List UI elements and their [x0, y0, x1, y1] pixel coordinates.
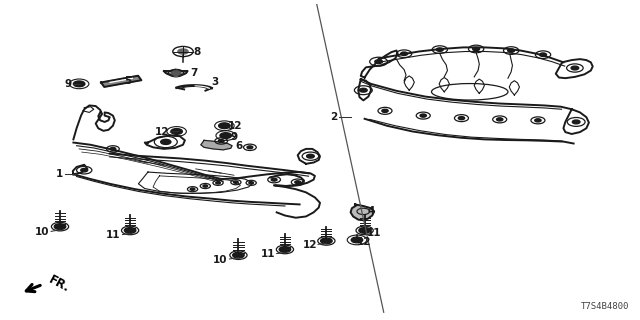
Circle shape [171, 129, 182, 134]
Circle shape [420, 114, 426, 117]
Circle shape [247, 146, 253, 149]
Circle shape [375, 60, 383, 64]
Text: 9: 9 [231, 132, 238, 142]
Text: 5: 5 [124, 76, 132, 86]
Circle shape [295, 181, 301, 184]
Text: 10: 10 [35, 227, 49, 237]
Circle shape [535, 119, 541, 122]
Circle shape [218, 140, 224, 142]
Circle shape [458, 116, 465, 120]
Circle shape [436, 48, 444, 51]
Text: 12: 12 [302, 240, 317, 250]
Circle shape [81, 168, 88, 172]
Circle shape [178, 49, 188, 54]
Circle shape [360, 88, 367, 92]
Circle shape [279, 247, 291, 252]
Circle shape [203, 185, 207, 187]
Circle shape [508, 49, 515, 52]
Circle shape [497, 118, 503, 121]
Text: 7: 7 [190, 68, 197, 78]
Circle shape [249, 182, 253, 184]
Circle shape [54, 224, 66, 229]
Text: 9: 9 [65, 79, 72, 89]
Polygon shape [201, 140, 232, 150]
Circle shape [219, 123, 230, 129]
Polygon shape [351, 204, 374, 220]
Circle shape [382, 109, 388, 112]
Circle shape [321, 238, 332, 244]
Circle shape [190, 188, 195, 190]
Text: 10: 10 [213, 255, 228, 265]
Circle shape [110, 148, 116, 150]
Circle shape [571, 66, 579, 70]
Circle shape [271, 178, 277, 181]
Circle shape [540, 53, 547, 56]
Text: T7S4B4800: T7S4B4800 [580, 302, 629, 311]
Text: 12: 12 [154, 127, 169, 137]
Text: 11: 11 [367, 228, 381, 238]
Circle shape [572, 120, 580, 124]
Circle shape [401, 52, 408, 55]
Text: 2: 2 [330, 112, 337, 122]
Polygon shape [164, 71, 188, 75]
Polygon shape [101, 76, 141, 87]
Text: 1: 1 [56, 169, 63, 179]
Circle shape [307, 154, 314, 158]
Text: 12: 12 [356, 236, 371, 246]
Circle shape [172, 71, 180, 75]
Circle shape [473, 47, 479, 51]
Text: FR.: FR. [46, 273, 72, 295]
Text: 11: 11 [261, 249, 275, 259]
Circle shape [220, 133, 232, 139]
Text: 11: 11 [106, 230, 120, 240]
Text: 3: 3 [212, 77, 219, 87]
Text: 6: 6 [236, 141, 243, 151]
Circle shape [74, 81, 85, 87]
Text: 12: 12 [228, 121, 242, 131]
Circle shape [161, 140, 171, 144]
Circle shape [233, 252, 244, 258]
Text: 8: 8 [194, 46, 201, 57]
Circle shape [234, 181, 238, 183]
Circle shape [351, 237, 363, 243]
Text: 4: 4 [368, 206, 375, 216]
Circle shape [216, 182, 220, 184]
Circle shape [124, 228, 136, 233]
Circle shape [359, 228, 371, 233]
